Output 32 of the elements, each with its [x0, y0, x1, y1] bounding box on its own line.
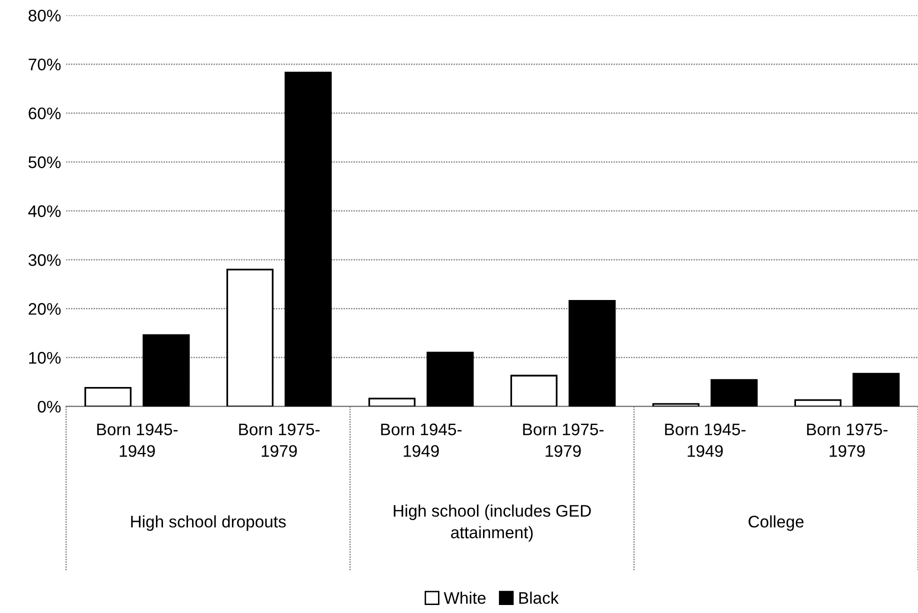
y-tick-label: 40%	[28, 205, 61, 218]
legend-label: White	[444, 592, 486, 604]
legend-label: Black	[519, 592, 559, 604]
x-tick-label: Born 1945- 1949	[381, 424, 462, 457]
bar	[568, 300, 616, 406]
y-tick-label: 60%	[28, 108, 61, 120]
x-tick-label: Born 1975- 1979	[239, 424, 320, 457]
bar	[652, 403, 700, 406]
y-tick-label: 0%	[38, 400, 61, 413]
bar	[510, 374, 558, 406]
bar	[368, 398, 416, 406]
bar	[794, 399, 842, 406]
x-tick-label: Born 1975- 1979	[523, 424, 604, 457]
bar	[284, 72, 332, 406]
y-tick-label: 20%	[28, 303, 61, 315]
y-tick-label: 80%	[28, 10, 61, 22]
bar	[226, 268, 274, 406]
bar	[426, 352, 474, 406]
text: College	[748, 515, 804, 531]
bar	[142, 334, 190, 406]
text: High school (includes GED attainment)	[394, 504, 591, 542]
text: High school dropouts	[131, 515, 286, 531]
y-tick-label: 30%	[28, 254, 61, 266]
x-tick-label: Born 1975- 1979	[807, 424, 888, 457]
y-tick-label: 50%	[28, 156, 61, 168]
x-tick-label: Born 1945- 1949	[97, 424, 178, 457]
bar	[852, 372, 900, 406]
bar	[84, 387, 132, 406]
y-tick-label: 70%	[28, 58, 61, 70]
bar	[710, 379, 758, 406]
x-tick-label: Born 1945- 1949	[665, 424, 746, 457]
y-tick-label: 10%	[29, 352, 61, 364]
